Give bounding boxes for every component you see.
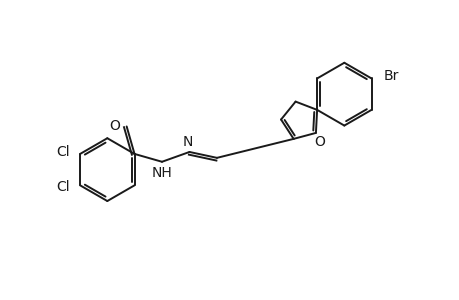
Text: O: O [314, 135, 325, 149]
Text: N: N [182, 135, 192, 149]
Text: NH: NH [151, 166, 172, 180]
Text: Cl: Cl [56, 145, 70, 159]
Text: Br: Br [382, 70, 398, 83]
Text: Cl: Cl [56, 180, 70, 194]
Text: O: O [109, 119, 120, 134]
